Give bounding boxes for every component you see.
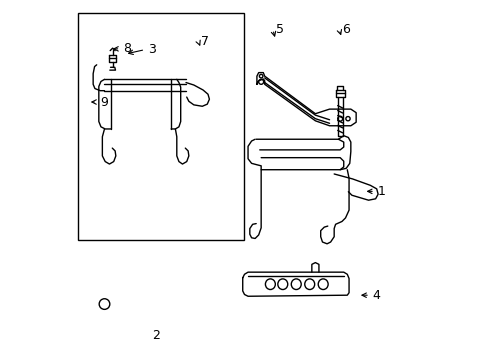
Text: 1: 1 [377,185,385,198]
Text: 4: 4 [372,289,380,302]
Text: 6: 6 [341,23,349,36]
Text: 7: 7 [201,35,209,48]
Text: 8: 8 [123,42,131,55]
Text: 5: 5 [275,23,283,36]
Text: 2: 2 [151,329,159,342]
Text: 9: 9 [100,95,107,108]
Bar [78,13,244,240]
Text: 3: 3 [148,43,156,56]
